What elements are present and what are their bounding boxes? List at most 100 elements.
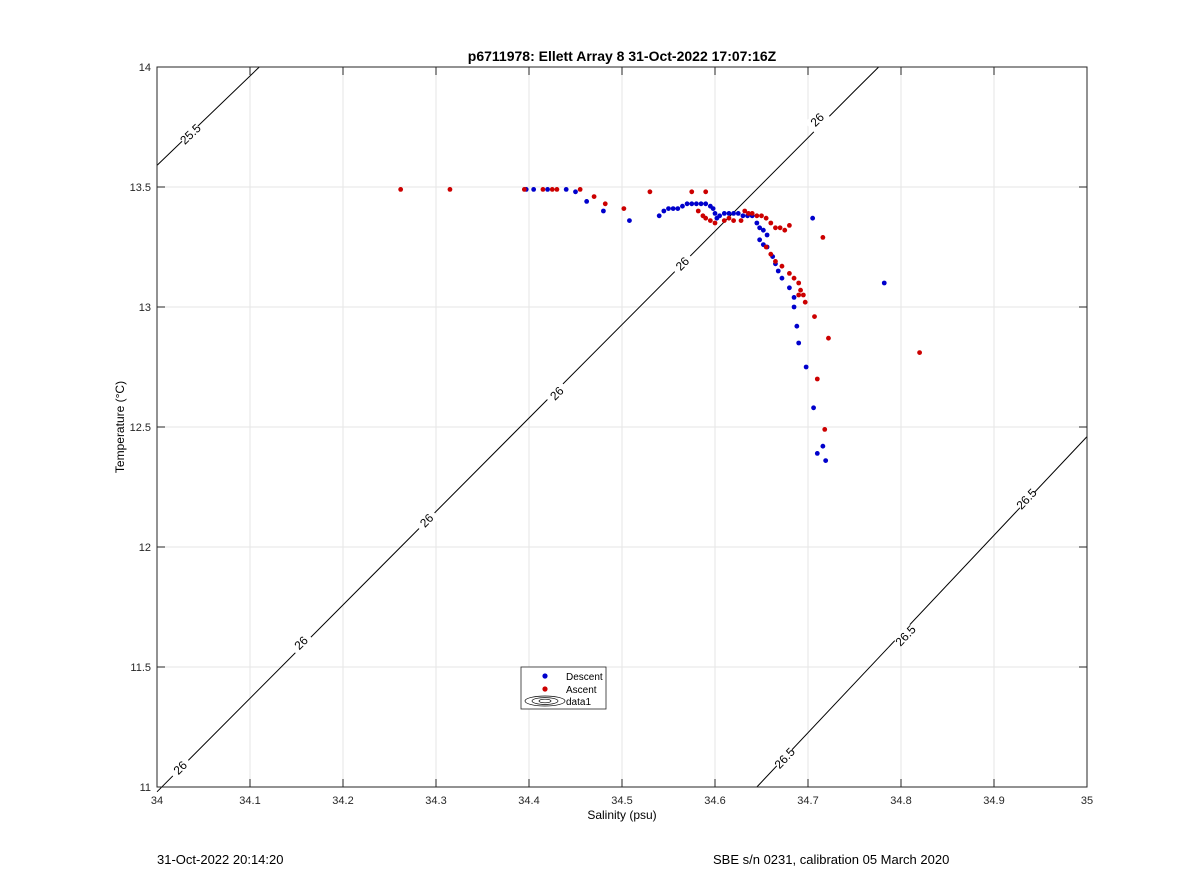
footer-timestamp: 31-Oct-2022 20:14:20 <box>157 852 284 867</box>
descent-point <box>666 206 671 212</box>
ascent-point <box>749 211 755 216</box>
contour-label-bg <box>288 630 314 656</box>
ascent-point <box>763 244 769 250</box>
descent-point <box>779 275 785 281</box>
contour-label-bg <box>1013 486 1040 512</box>
descent-point <box>703 201 709 207</box>
ascent-point <box>768 251 774 257</box>
footer-calibration: SBE s/n 0231, calibration 05 March 2020 <box>713 852 950 867</box>
ascent-point <box>754 213 760 219</box>
contour-26.5-line <box>756 436 1088 788</box>
contour-label-bg <box>177 121 204 147</box>
contour-label: 26.5 <box>893 622 919 649</box>
ascent-point <box>712 220 718 226</box>
ascent-point <box>820 235 826 240</box>
ascent-point <box>591 194 597 200</box>
descent-point <box>601 208 606 214</box>
contour-label-bg <box>669 251 696 277</box>
descent-point <box>689 201 695 207</box>
ascent-point <box>521 187 527 192</box>
x-tick-label: 34.4 <box>518 795 539 807</box>
contour-label-bg <box>804 107 831 133</box>
descent-point <box>684 201 690 207</box>
ascent-point <box>768 220 774 226</box>
ascent-point <box>773 259 778 264</box>
descent-point <box>573 189 578 195</box>
descent-point <box>717 213 723 219</box>
x-axis-label: Salinity (psu) <box>587 808 656 822</box>
descent-point <box>764 232 770 238</box>
descent-point <box>881 280 887 286</box>
descent-point <box>794 323 800 329</box>
contour-25.5-line <box>156 66 260 166</box>
y-tick-label: 12 <box>139 542 151 554</box>
ascent-point <box>621 206 627 212</box>
contour-label-bg <box>167 755 193 781</box>
descent-point <box>787 285 792 291</box>
ascent-point <box>759 213 764 219</box>
y-tick-label: 11 <box>140 782 151 794</box>
ascent-point <box>802 299 808 305</box>
ascent-point <box>647 189 653 195</box>
descent-point <box>757 237 763 243</box>
ascent-point <box>447 187 453 192</box>
x-tick-label: 34.6 <box>704 795 725 807</box>
legend-ascent-label: Ascent <box>566 685 597 696</box>
descent-point <box>675 206 681 212</box>
ascent-point <box>602 201 608 207</box>
contour-label-bg <box>772 745 798 772</box>
axis-ticks: 34 34.1 34.2 34.3 34.4 34.5 34.6 34.7 34.8 34.9 35… <box>130 62 1094 807</box>
y-axis-label: Temperature (°C) <box>113 381 127 473</box>
y-tick-label: 13 <box>139 302 151 314</box>
descent-point <box>627 218 632 224</box>
x-tick-label: 35 <box>1081 795 1093 807</box>
ascent-point <box>763 215 769 221</box>
ascent-point <box>917 350 922 355</box>
descent-point <box>754 220 760 226</box>
ascent-point <box>787 223 792 228</box>
contour-label-bg <box>413 507 440 534</box>
x-tick-label: 34.2 <box>332 795 353 807</box>
descent-point <box>810 215 816 221</box>
legend-descent-marker <box>542 673 548 679</box>
legend: Descent Ascent data1 <box>520 666 607 710</box>
descent-point <box>661 208 667 214</box>
descent-point <box>563 187 569 192</box>
ascent-point <box>726 215 732 221</box>
ascent-point <box>695 208 701 214</box>
legend-descent-label: Descent <box>566 672 603 683</box>
descent-point <box>545 187 550 192</box>
descent-series <box>523 187 887 463</box>
x-tick-label: 34.8 <box>890 795 911 807</box>
descent-point <box>803 364 809 370</box>
descent-point <box>712 211 718 216</box>
descent-point <box>694 201 699 207</box>
descent-point <box>710 206 716 212</box>
y-tick-label: 14 <box>139 62 151 74</box>
x-tick-label: 34.7 <box>797 795 818 807</box>
descent-point <box>735 211 741 216</box>
ascent-point <box>738 218 744 224</box>
ascent-point <box>746 211 751 216</box>
contour-label-bg <box>544 380 570 407</box>
descent-point <box>740 213 746 219</box>
descent-point <box>670 206 676 212</box>
descent-point <box>791 304 797 310</box>
contour-label: 25.5 <box>177 121 204 148</box>
x-tick-label: 34.3 <box>425 795 446 807</box>
ascent-point <box>812 314 817 319</box>
descent-point <box>775 268 781 274</box>
ascent-point <box>703 189 709 195</box>
ascent-point <box>689 189 695 195</box>
grid-lines <box>157 67 1087 787</box>
descent-point <box>814 451 820 456</box>
descent-point <box>823 458 829 463</box>
ascent-point <box>822 427 828 432</box>
ascent-point <box>798 287 803 293</box>
descent-point <box>584 199 590 204</box>
ascent-point <box>540 187 546 192</box>
ascent-point <box>398 187 404 192</box>
descent-point <box>731 211 736 216</box>
x-tick-label: 34 <box>151 795 163 807</box>
descent-point <box>811 405 816 411</box>
